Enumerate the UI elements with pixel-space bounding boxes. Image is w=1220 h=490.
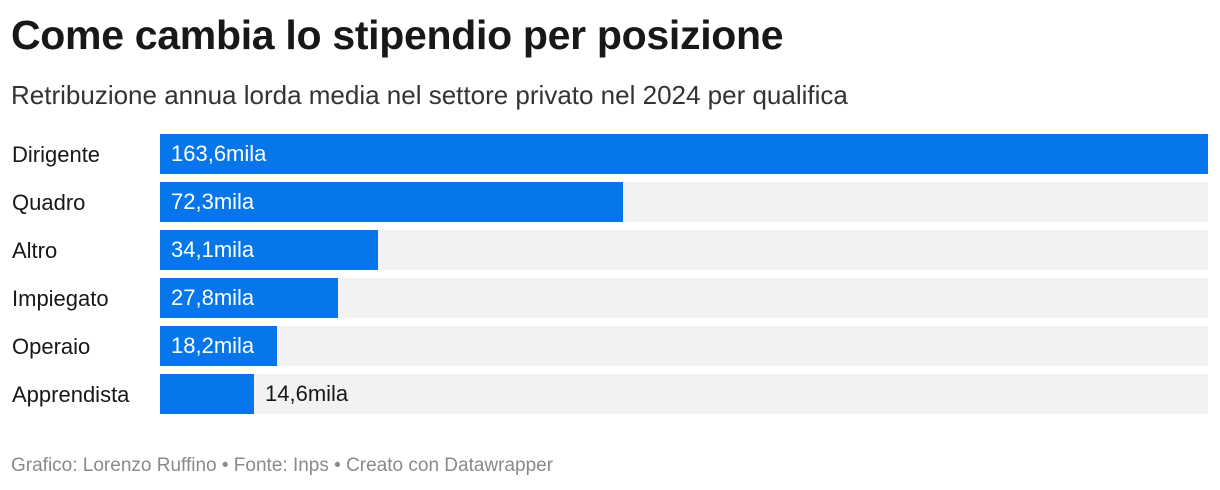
bar <box>160 374 254 414</box>
bar-row: Impiegato 27,8mila <box>0 278 1220 320</box>
category-label: Apprendista <box>12 382 130 407</box>
bar <box>160 326 277 366</box>
bar-row: Operaio 18,2mila <box>0 326 1220 368</box>
bar-row: Quadro 72,3mila <box>0 182 1220 224</box>
chart-subtitle: Retribuzione annua lorda media nel setto… <box>11 80 848 110</box>
value-label: 27,8mila <box>171 285 255 310</box>
category-label: Altro <box>12 238 58 263</box>
category-label: Dirigente <box>12 142 101 167</box>
category-label: Operaio <box>12 334 91 359</box>
chart-title: Come cambia lo stipendio per posizione <box>11 12 784 58</box>
value-label: 34,1mila <box>171 237 255 262</box>
chart-footer: Grafico: Lorenzo Ruffino • Fonte: Inps •… <box>11 455 554 476</box>
bar <box>160 230 378 270</box>
value-label: 163,6mila <box>171 141 267 166</box>
bar-row: Dirigente 163,6mila <box>0 134 1220 176</box>
bar-track <box>160 326 1208 366</box>
value-label: 72,3mila <box>171 189 255 214</box>
bar-track <box>160 374 1208 414</box>
bar <box>160 278 338 318</box>
bar-row: Altro 34,1mila <box>0 230 1220 272</box>
category-label: Impiegato <box>12 286 109 311</box>
value-label: 14,6mila <box>265 381 349 406</box>
category-label: Quadro <box>12 190 86 215</box>
bar <box>160 134 1208 174</box>
bar-row: Apprendista 14,6mila <box>0 374 1220 416</box>
bar <box>160 182 623 222</box>
value-label: 18,2mila <box>171 333 255 358</box>
